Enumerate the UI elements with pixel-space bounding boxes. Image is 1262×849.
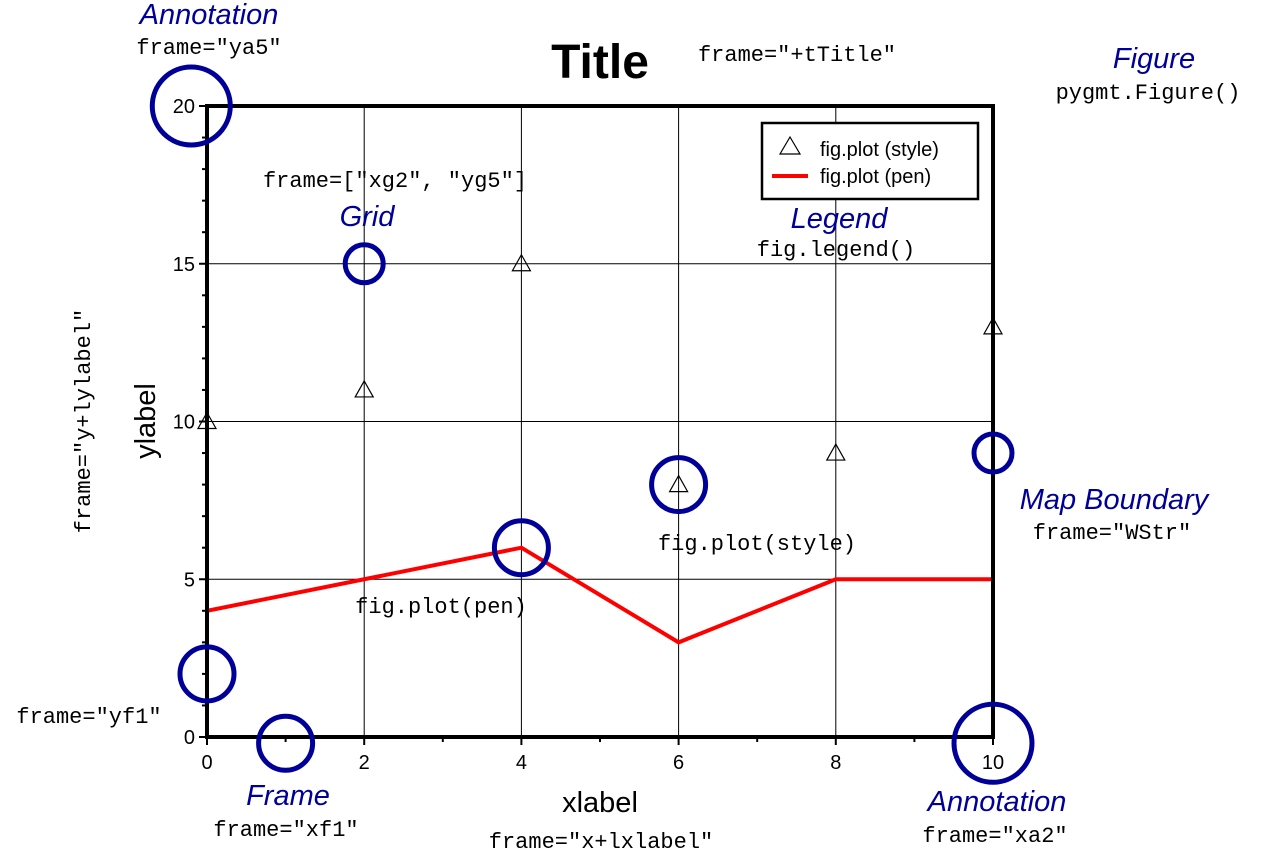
y-tick-label: 5 — [184, 569, 195, 591]
map-boundary-label: Map Boundary — [1020, 484, 1210, 516]
x-axis-label: xlabel — [562, 787, 638, 819]
triangle-point — [511, 253, 532, 272]
triangle-point — [825, 442, 846, 461]
style-series — [196, 253, 1004, 493]
figure-code: pygmt.Figure() — [1056, 81, 1241, 106]
x-annotation-label: Annotation — [926, 786, 1067, 818]
legend-item-pen: fig.plot (pen) — [820, 166, 931, 188]
pen-series — [206, 545, 993, 645]
pen-code: fig.plot(pen) — [355, 595, 527, 620]
triangle-point — [354, 379, 375, 398]
title-code: frame="+tTitle" — [698, 43, 896, 68]
y-tick-label: 0 — [184, 727, 195, 749]
x-tick-label: 8 — [830, 752, 841, 774]
map-boundary — [205, 104, 995, 739]
legend-triangle-icon — [778, 135, 802, 155]
highlight-circle — [149, 64, 233, 148]
legend-code: fig.legend() — [757, 238, 915, 263]
triangle-point — [668, 474, 689, 493]
x-annotation-code: frame="xa2" — [922, 824, 1067, 849]
y-tick-label: 15 — [173, 254, 195, 276]
legend-item-style: fig.plot (style) — [820, 139, 939, 161]
y-tick-label: 10 — [173, 412, 195, 434]
xlabel-code: frame="x+lxlabel" — [489, 830, 713, 849]
style-code: fig.plot(style) — [658, 532, 856, 557]
highlight-circle — [177, 644, 237, 704]
highlight-circle — [951, 701, 1035, 785]
legend: fig.plot (style) fig.plot (pen) — [760, 121, 980, 201]
yframe-code: frame="yf1" — [16, 705, 161, 730]
highlight-circle — [971, 431, 1015, 475]
x-tick-label: 4 — [516, 752, 527, 774]
y-annotation-label: Annotation — [138, 0, 279, 31]
x-tick-label: 10 — [982, 752, 1004, 774]
ylabel-code: frame="y+lylabel" — [72, 309, 97, 533]
highlight-circle — [342, 242, 386, 286]
frame-code: frame="xf1" — [213, 818, 358, 843]
frame-label: Frame — [246, 780, 330, 812]
y-tick-labels: 0 5 10 15 20 — [173, 96, 195, 749]
highlight-circle — [649, 455, 709, 515]
highlight-circle — [256, 713, 316, 773]
highlight-circles — [149, 64, 1035, 785]
pen-line — [206, 545, 993, 645]
frame-ticks — [199, 105, 994, 745]
chart-title: Title — [551, 36, 649, 89]
grid-code: frame=["xg2", "yg5"] — [263, 169, 527, 194]
y-axis-label: ylabel — [130, 383, 162, 459]
y-annotation-code: frame="ya5" — [136, 36, 281, 61]
legend-label: Legend — [791, 203, 889, 235]
x-tick-label: 2 — [359, 752, 370, 774]
highlight-circle — [491, 518, 551, 578]
gridlines — [206, 105, 994, 738]
x-tick-label: 0 — [201, 752, 212, 774]
y-tick-label: 20 — [173, 96, 195, 118]
figure-label: Figure — [1113, 43, 1195, 75]
grid-label: Grid — [340, 201, 396, 233]
map-boundary-code: frame="WStr" — [1033, 521, 1191, 546]
x-tick-labels: 0 2 4 6 8 10 — [201, 752, 1004, 774]
x-tick-label: 6 — [673, 752, 684, 774]
